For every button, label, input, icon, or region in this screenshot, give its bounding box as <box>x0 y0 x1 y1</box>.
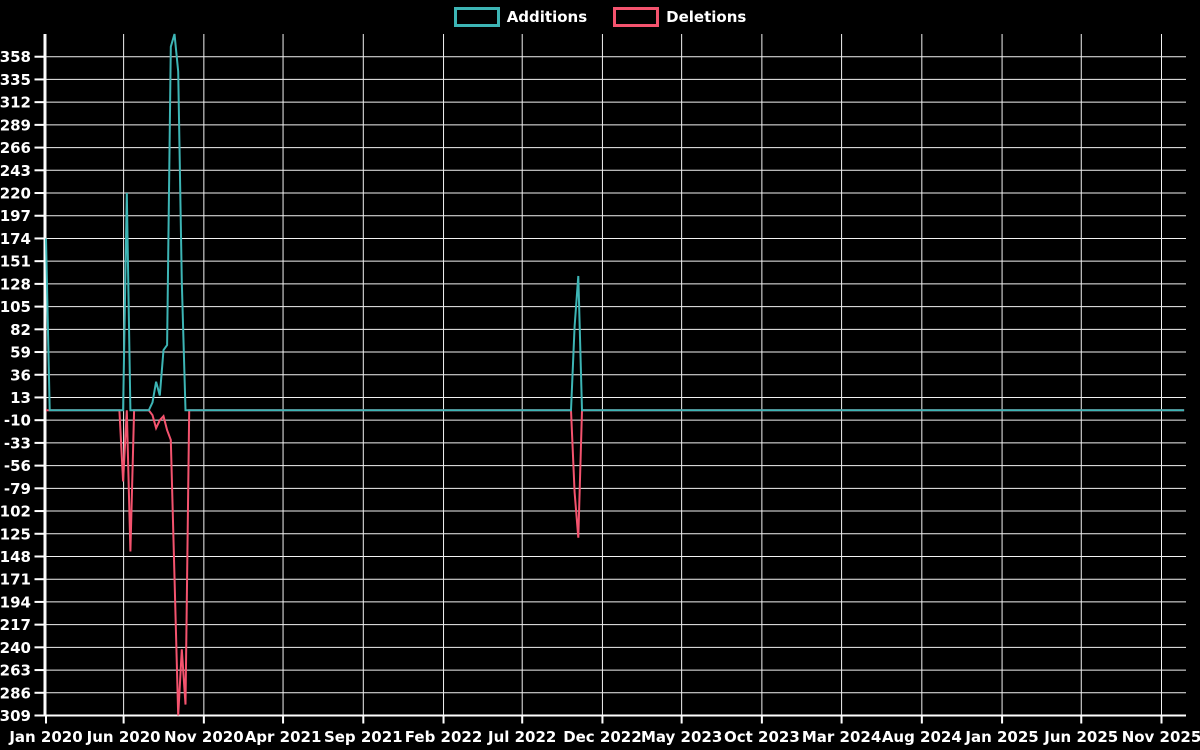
x-tick-label: May 2023 <box>641 728 722 746</box>
y-tick-label: -263 <box>0 662 31 680</box>
legend-label-deletions: Deletions <box>666 7 747 26</box>
x-tick-label: Jun 2025 <box>1043 728 1118 746</box>
additions-swatch-icon <box>453 7 500 27</box>
y-tick-label: -79 <box>4 480 31 498</box>
y-tick-label: -148 <box>0 548 31 566</box>
x-tick-label: Mar 2024 <box>802 728 881 746</box>
x-tick-label: Jan 2020 <box>8 728 82 746</box>
y-tick-label: 335 <box>0 71 31 89</box>
legend-label-additions: Additions <box>506 7 588 26</box>
x-tick-label: Nov 2020 <box>164 728 244 746</box>
y-tick-label: 128 <box>0 275 31 293</box>
x-tick-label: Feb 2022 <box>405 728 483 746</box>
additions-line <box>45 33 1185 412</box>
y-tick-label: 220 <box>0 185 31 203</box>
y-tick-label: -217 <box>0 616 31 634</box>
y-tick-label: -240 <box>0 639 31 657</box>
x-tick-label: Dec 2022 <box>563 728 642 746</box>
x-tick-label: Jun 2020 <box>86 728 161 746</box>
legend-item-deletions[interactable]: Deletions <box>613 7 746 27</box>
x-tick-label: Jul 2022 <box>487 728 556 746</box>
y-tick-label: -171 <box>0 571 31 589</box>
y-tick-label: 243 <box>0 162 31 180</box>
y-tick-label: -125 <box>0 525 31 543</box>
y-tick-label: 36 <box>10 366 31 384</box>
y-tick-label: -56 <box>4 457 31 475</box>
x-tick-label: Oct 2023 <box>724 728 800 746</box>
y-tick-label: -194 <box>0 593 31 611</box>
y-tick-label: 266 <box>0 139 31 157</box>
y-tick-label: 312 <box>0 94 31 112</box>
y-tick-label: 174 <box>0 230 31 248</box>
legend-item-additions[interactable]: Additions <box>453 7 588 27</box>
y-tick-label: 13 <box>10 389 31 407</box>
y-tick-label: 197 <box>0 207 31 225</box>
y-tick-label: 289 <box>0 116 31 134</box>
x-tick-label: Sep 2021 <box>324 728 403 746</box>
y-tick-label: 151 <box>0 253 31 271</box>
y-tick-label: 105 <box>0 298 31 316</box>
y-tick-label: -10 <box>4 412 31 430</box>
y-tick-label: -33 <box>4 434 31 452</box>
deletions-swatch-icon <box>613 7 660 27</box>
x-tick-label: Aug 2024 <box>882 728 962 746</box>
chart-legend: Additions Deletions <box>0 7 1200 27</box>
y-tick-label: 82 <box>10 321 31 339</box>
y-tick-label: -286 <box>0 684 31 702</box>
x-tick-label: Apr 2021 <box>245 728 322 746</box>
y-tick-label: 59 <box>10 344 31 362</box>
x-tick-label: Nov 2025 <box>1122 728 1200 746</box>
y-tick-label: -102 <box>0 503 31 521</box>
y-tick-label: -309 <box>0 707 31 725</box>
x-tick-label: Jan 2025 <box>964 728 1038 746</box>
y-tick-label: 358 <box>0 48 31 66</box>
